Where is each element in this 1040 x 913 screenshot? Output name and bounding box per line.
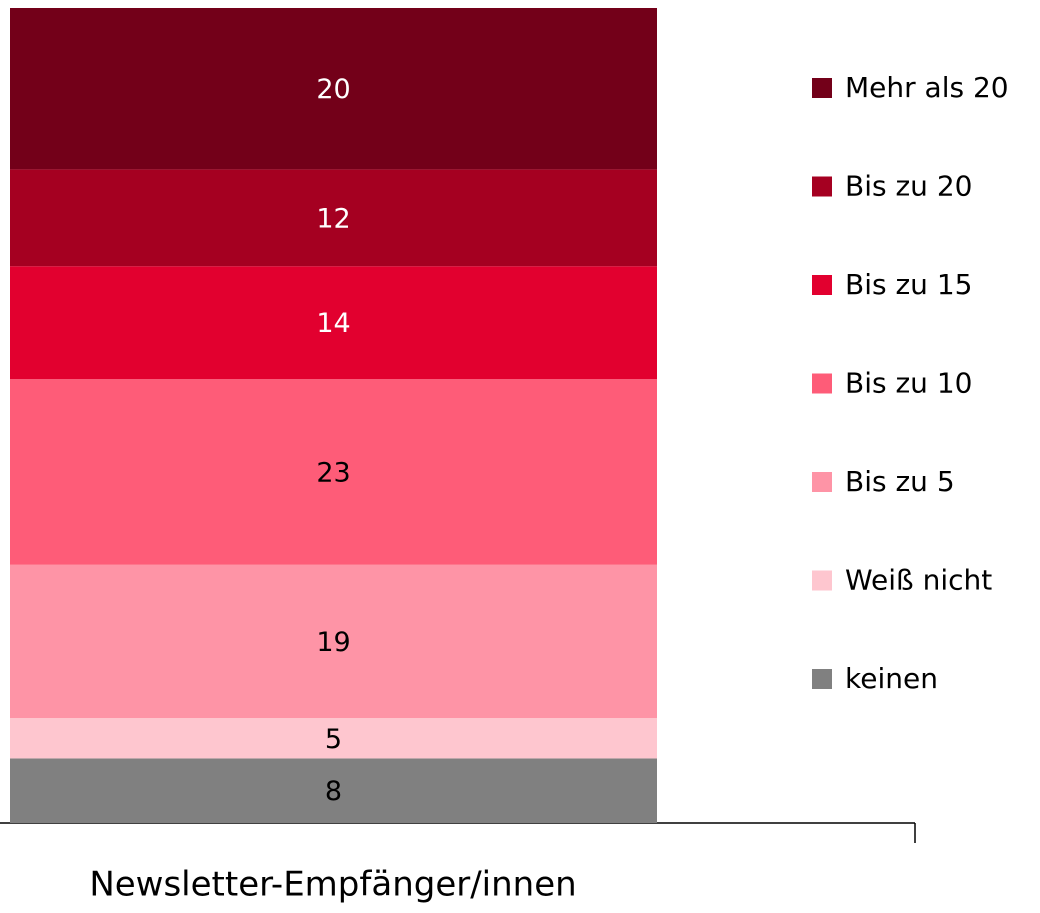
legend-label: Bis zu 20 <box>845 170 972 203</box>
x-tick-label: Newsletter-Empfänger/innen <box>89 865 576 905</box>
legend-swatch <box>812 570 832 591</box>
data-label: 20 <box>316 74 350 105</box>
legend-label: Weiß nicht <box>845 564 992 597</box>
data-label: 19 <box>316 627 350 658</box>
legend-swatch <box>812 669 832 689</box>
bar-segment <box>10 564 657 719</box>
bar-segment <box>10 379 657 565</box>
data-label: 23 <box>316 457 350 488</box>
bar-segment <box>10 266 657 380</box>
legend-label: Bis zu 15 <box>845 268 972 301</box>
legend-swatch <box>812 472 832 492</box>
legend-label: Bis zu 5 <box>845 465 955 498</box>
data-label: 14 <box>316 308 350 339</box>
data-label: 12 <box>316 203 350 234</box>
legend-swatch <box>812 78 832 98</box>
legend-label: Mehr als 20 <box>845 71 1009 104</box>
bar-segment <box>10 758 657 823</box>
legend-swatch <box>812 275 832 295</box>
data-label: 8 <box>325 776 342 807</box>
data-label: 5 <box>325 724 342 755</box>
bar-segment <box>10 718 657 759</box>
bar-segment <box>10 8 657 170</box>
legend-label: Bis zu 10 <box>845 367 972 400</box>
bar-segment <box>10 169 657 267</box>
legend-swatch <box>812 373 832 394</box>
legend-swatch <box>812 176 832 197</box>
legend-label: keinen <box>845 662 938 695</box>
